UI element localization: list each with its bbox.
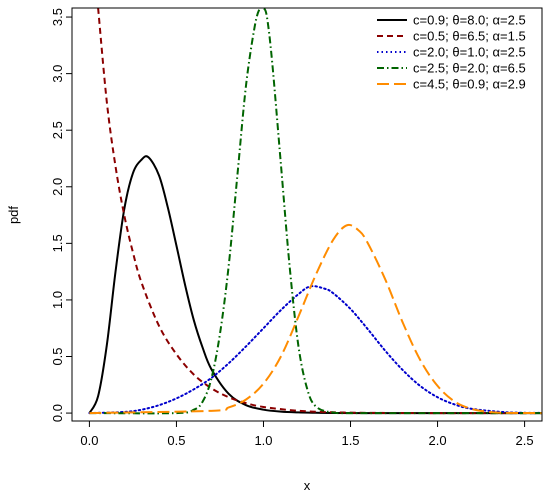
y-tick-label: 3.5 — [50, 8, 65, 26]
x-tick-label: 1.0 — [254, 433, 272, 448]
series-line-2 — [97, 8, 542, 415]
legend-label: c=2.5; θ=2.0; α=6.5 — [413, 61, 526, 76]
legend-label: c=4.5; θ=0.9; α=2.9 — [413, 77, 526, 92]
x-tick-label: 2.5 — [516, 433, 534, 448]
legend-label: c=2.0; θ=1.0; α=2.5 — [413, 45, 526, 60]
legend: c=0.9; θ=8.0; α=2.5c=0.5; θ=6.5; α=1.5c=… — [377, 13, 526, 92]
y-tick-label: 1.0 — [50, 291, 65, 309]
y-tick-label: 2.0 — [50, 178, 65, 196]
legend-label: c=0.9; θ=8.0; α=2.5 — [413, 13, 526, 28]
series-layer — [88, 8, 542, 415]
x-axis-title: x — [304, 478, 311, 493]
plot-frame — [71, 7, 543, 422]
legend-label: c=0.5; θ=6.5; α=1.5 — [413, 29, 526, 44]
series-line-3 — [88, 285, 542, 415]
x-tick-label: 0.5 — [167, 433, 185, 448]
y-tick-label: 3.0 — [50, 65, 65, 83]
x-axis: 0.0 0.5 1.0 1.5 2.0 2.5 — [80, 421, 534, 448]
y-tick-label: 0.0 — [50, 404, 65, 422]
y-axis-title: pdf — [6, 206, 21, 224]
y-tick-label: 1.5 — [50, 234, 65, 252]
x-tick-label: 2.0 — [429, 433, 447, 448]
series-line-4 — [89, 8, 542, 415]
x-tick-label: 1.5 — [341, 433, 359, 448]
y-tick-label: 2.5 — [50, 121, 65, 139]
series-line-1 — [88, 155, 542, 415]
x-tick-label: 0.0 — [80, 433, 98, 448]
y-tick-label: 0.5 — [50, 347, 65, 365]
series-line-5 — [89, 223, 542, 415]
y-axis: 0.0 0.5 1.0 1.5 2.0 2.5 3.0 3.5 — [50, 8, 72, 422]
